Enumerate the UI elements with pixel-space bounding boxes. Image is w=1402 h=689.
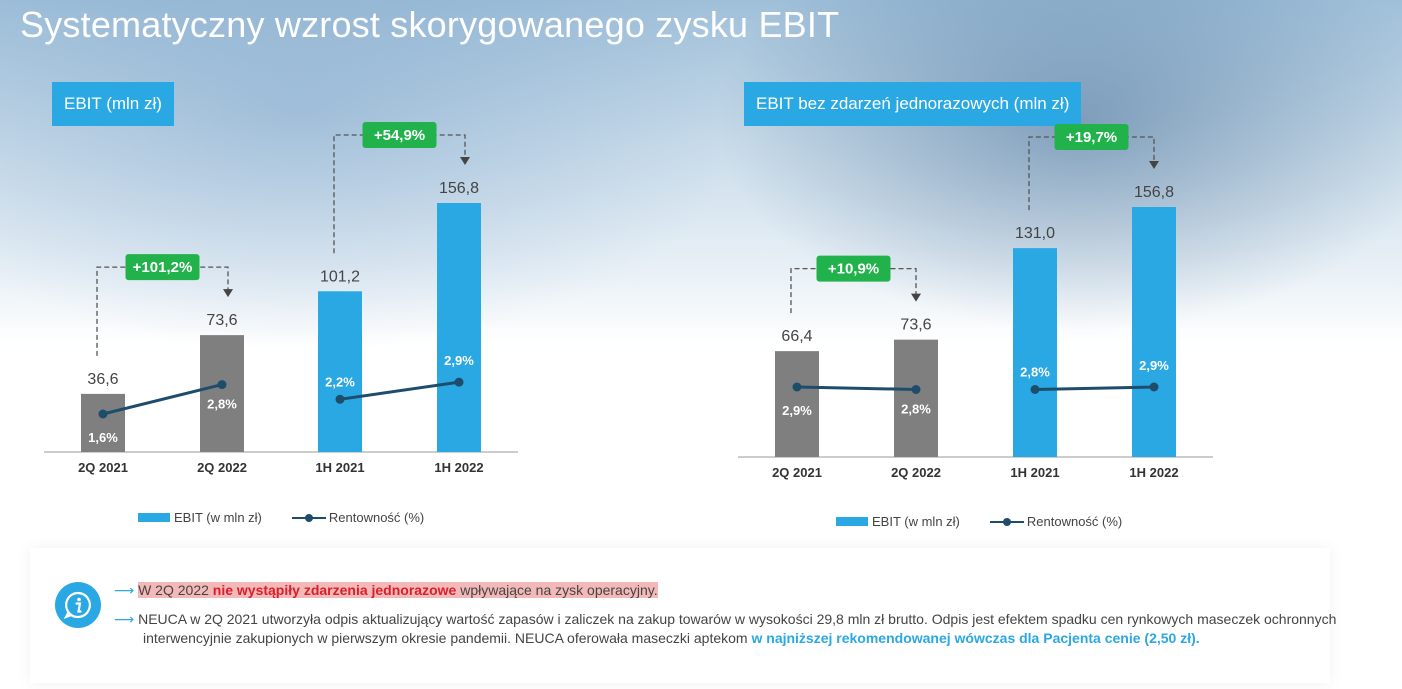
chart2-legend: EBIT (w mln zł) Rentowność (%)	[836, 514, 1122, 529]
growth-badge	[1054, 124, 1129, 150]
bar-value-label: 131,0	[1015, 225, 1055, 242]
bar-value-label: 66,4	[781, 328, 812, 345]
rentownosc-point	[792, 382, 802, 392]
rentownosc-label: 2,9%	[444, 353, 474, 368]
bar-value-label: 73,6	[206, 312, 237, 329]
rentownosc-point	[98, 409, 108, 419]
bar-2q-2022	[894, 339, 938, 457]
rentownosc-point	[1149, 382, 1159, 392]
bar-1h-2022	[437, 203, 481, 452]
legend-line-swatch	[989, 517, 1024, 526]
rentownosc-label: 2,9%	[1139, 358, 1169, 373]
page-title: Systematyczny wzrost skorygowanego zysku…	[20, 4, 840, 45]
rentownosc-line-segment	[102, 383, 223, 416]
growth-badge	[125, 254, 200, 281]
bar-value-label: 36,6	[87, 371, 118, 388]
rentownosc-label: 2,8%	[901, 402, 931, 417]
bar-value-label: 156,8	[1134, 184, 1174, 201]
bar-2q-2022	[200, 335, 244, 452]
bar-1h-2021	[1013, 248, 1057, 457]
growth-connector	[333, 134, 466, 254]
growth-badge-label: +54,9%	[374, 127, 425, 144]
rentownosc-label: 1,6%	[88, 430, 118, 445]
x-tick-label: 2Q 2022	[891, 465, 941, 480]
rentownosc-line-segment	[796, 385, 917, 391]
arrow-down-icon	[911, 293, 921, 302]
bar-value-label: 73,6	[900, 317, 931, 334]
x-tick-label: 2Q 2021	[772, 465, 822, 480]
bar-1h-2022	[1132, 207, 1176, 457]
growth-badge	[816, 255, 891, 282]
growth-connector	[1028, 136, 1155, 211]
rentownosc-label: 2,8%	[207, 397, 237, 412]
x-tick-label: 1H 2021	[315, 460, 364, 475]
legend-bar-swatch	[138, 513, 170, 522]
arrow-right-icon: ⟶	[114, 611, 135, 627]
legend-line-swatch	[291, 513, 326, 522]
bar-value-label: 101,2	[320, 268, 360, 285]
rentownosc-label: 2,8%	[1020, 365, 1050, 380]
rentownosc-point	[454, 377, 464, 387]
arrow-down-icon	[460, 157, 470, 165]
legend-bar-label: EBIT (w mln zł)	[174, 510, 262, 525]
growth-badge	[362, 122, 437, 148]
rentownosc-label: 2,9%	[782, 403, 812, 418]
arrow-down-icon	[223, 289, 233, 298]
note-bullet-1: ⟶ W 2Q 2022 nie wystąpiły zdarzenia jedno…	[114, 582, 658, 598]
legend-line-label: Rentowność (%)	[1026, 514, 1123, 529]
chart1-title: EBIT (mln zł)	[52, 82, 174, 126]
chart2-ebit-adjusted: 66,4 2Q 2021 73,6 2Q 2022 131,0 1H 2021 156,8 1…	[738, 124, 1213, 480]
growth-badge-label: +10,9%	[828, 261, 879, 278]
bar-2q-2021	[81, 393, 125, 452]
chart1-legend: EBIT (w mln zł) Rentowność (%)	[138, 510, 424, 525]
info-icon	[55, 582, 101, 628]
note-bullet-2: ⟶ NEUCA w 2Q 2021 utworzyła odpis aktuali…	[114, 611, 1337, 646]
x-tick-label: 2Q 2022	[197, 460, 247, 475]
x-tick-label: 2Q 2021	[78, 460, 128, 475]
rentownosc-point	[335, 394, 345, 404]
rentownosc-point	[217, 380, 227, 390]
notes-panel	[30, 548, 1330, 683]
rentownosc-label: 2,2%	[325, 374, 355, 389]
chart2-title: EBIT bez zdarzeń jednorazowych (mln zł)	[744, 82, 1082, 126]
bar-value-label: 156,8	[439, 180, 479, 197]
arrow-down-icon	[1149, 161, 1159, 169]
rentownosc-point	[1030, 385, 1040, 394]
x-tick-label: 1H 2021	[1010, 465, 1059, 480]
chart1-ebit: 36,6 2Q 2021 73,6 2Q 2022 101,2 1H 2021 156,8 1…	[44, 122, 518, 475]
rentownosc-point	[911, 385, 921, 394]
legend-bar-label: EBIT (w mln zł)	[872, 514, 960, 529]
bar-1h-2021	[318, 291, 362, 452]
rentownosc-line-segment	[1034, 385, 1155, 391]
legend-bar-swatch	[836, 517, 868, 526]
x-tick-label: 1H 2022	[434, 460, 483, 475]
bar-2q-2021	[775, 351, 819, 457]
growth-badge-label: +101,2%	[133, 259, 193, 276]
arrow-right-icon: ⟶	[114, 582, 135, 598]
x-tick-label: 1H 2022	[1129, 465, 1178, 480]
legend-line-label: Rentowność (%)	[328, 510, 425, 525]
growth-badge-label: +19,7%	[1066, 129, 1117, 146]
rentownosc-line-segment	[339, 380, 460, 401]
